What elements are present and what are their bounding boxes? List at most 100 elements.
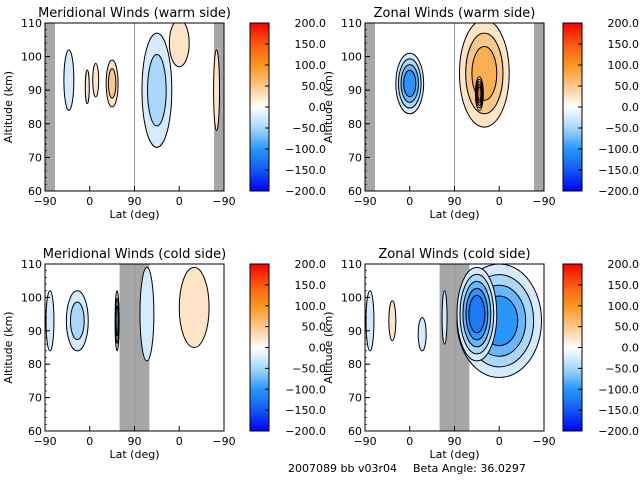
x-tick-label: 90 bbox=[128, 195, 142, 208]
colorbar-tick-label: 200.0 bbox=[608, 258, 640, 271]
contour-positive bbox=[84, 69, 90, 105]
panel-title: Meridional Winds (cold side) bbox=[43, 247, 226, 262]
colorbar-tick-label: −50.0 bbox=[605, 122, 639, 135]
gray-data-gap bbox=[365, 23, 375, 191]
panel-2: 60 70 80 90 100 110 −90 0 90 0 −90 Zonal Winds (war… bbox=[322, 6, 639, 221]
colorbar-tick-label: 0.0 bbox=[622, 342, 640, 355]
panel-3: 60 70 80 90 100 110 −90 0 90 0 −90 Meridional Winds… bbox=[2, 247, 326, 461]
x-tick-label: 0 bbox=[496, 195, 503, 208]
colorbar-tick-label: −150.0 bbox=[285, 164, 326, 177]
gray-data-gap bbox=[45, 23, 55, 191]
y-tick-label: 60 bbox=[28, 425, 42, 438]
x-tick-label: −90 bbox=[532, 195, 555, 208]
y-tick-label: 80 bbox=[28, 118, 42, 131]
x-tick-label: 90 bbox=[448, 435, 462, 448]
contour-negative bbox=[69, 301, 85, 341]
contour-negative bbox=[441, 290, 448, 345]
y-axis-label: Altitude (km) bbox=[2, 71, 15, 143]
colorbar-tick-label: −200.0 bbox=[285, 425, 326, 438]
colorbar-tick-label: 150.0 bbox=[295, 279, 327, 292]
x-tick-label: −90 bbox=[353, 195, 376, 208]
contour-positive bbox=[213, 49, 221, 132]
y-tick-label: 100 bbox=[21, 51, 42, 64]
y-tick-label: 70 bbox=[348, 392, 362, 405]
contour-positive bbox=[388, 300, 397, 342]
colorbar-tick-label: −50.0 bbox=[292, 122, 326, 135]
y-tick-label: 110 bbox=[341, 258, 362, 271]
colorbar-tick-label: 150.0 bbox=[295, 38, 327, 51]
x-tick-label: 0 bbox=[406, 435, 413, 448]
contour-positive bbox=[107, 68, 117, 99]
colorbar-tick-label: 100.0 bbox=[608, 300, 640, 313]
colorbar-tick-label: −50.0 bbox=[605, 362, 639, 375]
colorbar-tick-label: 0.0 bbox=[309, 101, 327, 114]
colorbar-tick-label: 100.0 bbox=[608, 59, 640, 72]
y-tick-label: 80 bbox=[348, 118, 362, 131]
colorbar-tick-label: −100.0 bbox=[285, 143, 326, 156]
footer-beta-angle: Beta Angle: 36.0297 bbox=[413, 462, 526, 475]
contour-negative bbox=[45, 290, 55, 352]
colorbar-tick-label: −150.0 bbox=[598, 404, 639, 417]
y-tick-label: 90 bbox=[348, 325, 362, 338]
x-tick-label: 0 bbox=[176, 195, 183, 208]
x-axis-label: Lat (deg) bbox=[110, 448, 160, 461]
y-axis-label: Altitude (km) bbox=[322, 311, 335, 383]
x-tick-label: 90 bbox=[128, 435, 142, 448]
y-axis-label: Altitude (km) bbox=[2, 311, 15, 383]
y-tick-label: 60 bbox=[28, 185, 42, 198]
contour-negative bbox=[115, 305, 119, 337]
x-tick-label: −90 bbox=[532, 435, 555, 448]
colorbar-tick-label: 50.0 bbox=[615, 321, 640, 334]
colorbar-tick-label: −200.0 bbox=[598, 425, 639, 438]
footer-run-id: 2007089 bb v03r04 bbox=[288, 462, 397, 475]
y-tick-label: 70 bbox=[348, 151, 362, 164]
colorbar-tick-label: −200.0 bbox=[285, 185, 326, 198]
colorbar-tick-label: −50.0 bbox=[292, 362, 326, 375]
y-tick-label: 110 bbox=[21, 17, 42, 30]
x-tick-label: 0 bbox=[86, 435, 93, 448]
colorbar-tick-label: 0.0 bbox=[622, 101, 640, 114]
panel-4: 60 70 80 90 100 110 −90 0 90 0 −90 Zonal Winds (col… bbox=[322, 247, 639, 461]
x-tick-label: −90 bbox=[212, 435, 235, 448]
x-tick-label: −90 bbox=[33, 435, 56, 448]
colorbar-tick-label: −150.0 bbox=[598, 164, 639, 177]
gray-data-gap bbox=[534, 23, 544, 191]
y-tick-label: 70 bbox=[28, 392, 42, 405]
x-tick-label: −90 bbox=[33, 195, 56, 208]
y-tick-label: 110 bbox=[341, 17, 362, 30]
x-tick-label: 0 bbox=[176, 435, 183, 448]
colorbar-tick-label: 200.0 bbox=[295, 17, 327, 30]
y-tick-label: 80 bbox=[28, 358, 42, 371]
contour-negative bbox=[468, 294, 486, 334]
colorbar-tick-label: 150.0 bbox=[608, 279, 640, 292]
x-tick-label: −90 bbox=[212, 195, 235, 208]
colorbar-tick-label: 100.0 bbox=[295, 59, 327, 72]
colorbar-tick-label: 100.0 bbox=[295, 300, 327, 313]
y-tick-label: 60 bbox=[348, 425, 362, 438]
colorbar-tick-label: 200.0 bbox=[295, 258, 327, 271]
x-tick-label: 0 bbox=[406, 195, 413, 208]
contour-negative bbox=[417, 316, 427, 352]
contour-negative bbox=[147, 53, 167, 127]
colorbar-tick-label: 50.0 bbox=[302, 80, 327, 93]
contour-negative bbox=[365, 290, 375, 352]
colorbar-tick-label: −100.0 bbox=[598, 383, 639, 396]
panel-title: Zonal Winds (cold side) bbox=[378, 247, 530, 262]
contour-positive bbox=[178, 266, 210, 349]
colorbar-tick-label: 50.0 bbox=[615, 80, 640, 93]
y-tick-label: 60 bbox=[348, 185, 362, 198]
y-tick-label: 70 bbox=[28, 151, 42, 164]
y-tick-label: 80 bbox=[348, 358, 362, 371]
contour-positive bbox=[168, 23, 190, 68]
colorbar-tick-label: −200.0 bbox=[598, 185, 639, 198]
x-tick-label: −90 bbox=[353, 435, 376, 448]
y-tick-label: 90 bbox=[28, 325, 42, 338]
panel-title: Meridional Winds (warm side) bbox=[38, 6, 231, 21]
x-tick-label: 90 bbox=[448, 195, 462, 208]
contour-negative bbox=[139, 266, 155, 362]
contour-negative bbox=[403, 69, 417, 98]
colorbar-tick-label: 150.0 bbox=[608, 38, 640, 51]
y-axis-label: Altitude (km) bbox=[322, 71, 335, 143]
x-axis-label: Lat (deg) bbox=[430, 208, 480, 221]
